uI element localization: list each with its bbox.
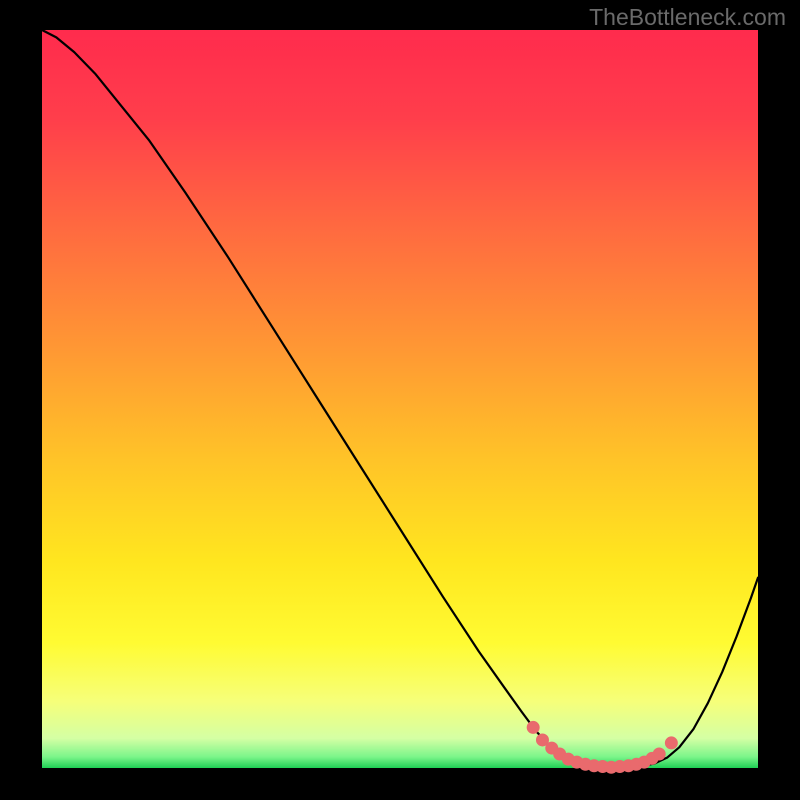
marker-dot xyxy=(527,721,539,733)
watermark-label: TheBottleneck.com xyxy=(589,4,786,31)
marker-dot xyxy=(665,737,677,749)
chart-container: { "meta": { "width": 800, "height": 800 … xyxy=(0,0,800,800)
bottleneck-chart xyxy=(0,0,800,800)
marker-dot xyxy=(653,748,665,760)
